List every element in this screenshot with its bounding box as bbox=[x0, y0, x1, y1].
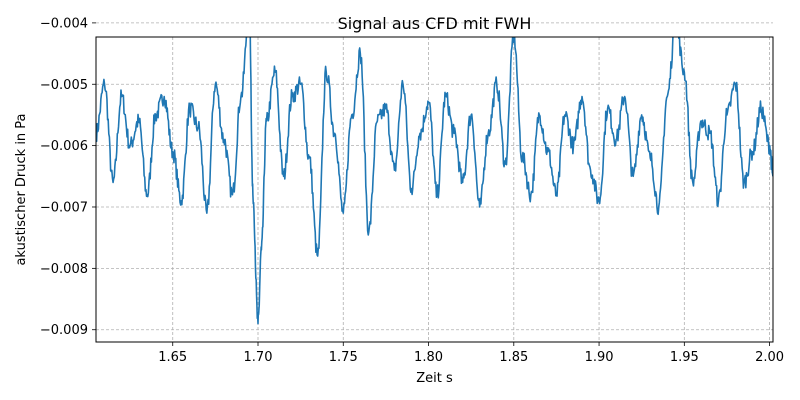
x-tick-label: 1.80 bbox=[414, 350, 443, 365]
x-tick-label: 1.85 bbox=[499, 350, 528, 365]
y-tick-label: −0.005 bbox=[40, 78, 88, 93]
grid bbox=[96, 22, 773, 342]
plot-frame bbox=[95, 36, 774, 343]
plot-area bbox=[96, 37, 773, 325]
y-axis: −0.004 −0.005 −0.006 −0.007 −0.008 −0.009 bbox=[40, 16, 96, 338]
y-tick-label: −0.004 bbox=[40, 16, 88, 31]
x-axis: 1.65 1.70 1.75 1.80 1.85 1.90 1.95 2.00 bbox=[158, 342, 784, 365]
x-tick-label: 1.95 bbox=[670, 350, 699, 365]
y-tick-label: −0.006 bbox=[40, 139, 88, 154]
y-tick-label: −0.008 bbox=[40, 262, 88, 277]
x-tick-label: 1.75 bbox=[329, 350, 358, 365]
y-tick-label: −0.007 bbox=[40, 200, 88, 215]
x-tick-label: 1.90 bbox=[585, 350, 614, 365]
series-line bbox=[96, 37, 773, 325]
x-tick-label: 1.70 bbox=[244, 350, 273, 365]
y-axis-label: akustischer Druck in Pa bbox=[14, 113, 29, 265]
y-tick-label: −0.009 bbox=[40, 323, 88, 338]
x-tick-label: 2.00 bbox=[755, 350, 784, 365]
x-axis-label: Zeit s bbox=[416, 371, 453, 386]
x-tick-label: 1.65 bbox=[158, 350, 187, 365]
chart-title: Signal aus CFD mit FWH bbox=[338, 14, 532, 33]
